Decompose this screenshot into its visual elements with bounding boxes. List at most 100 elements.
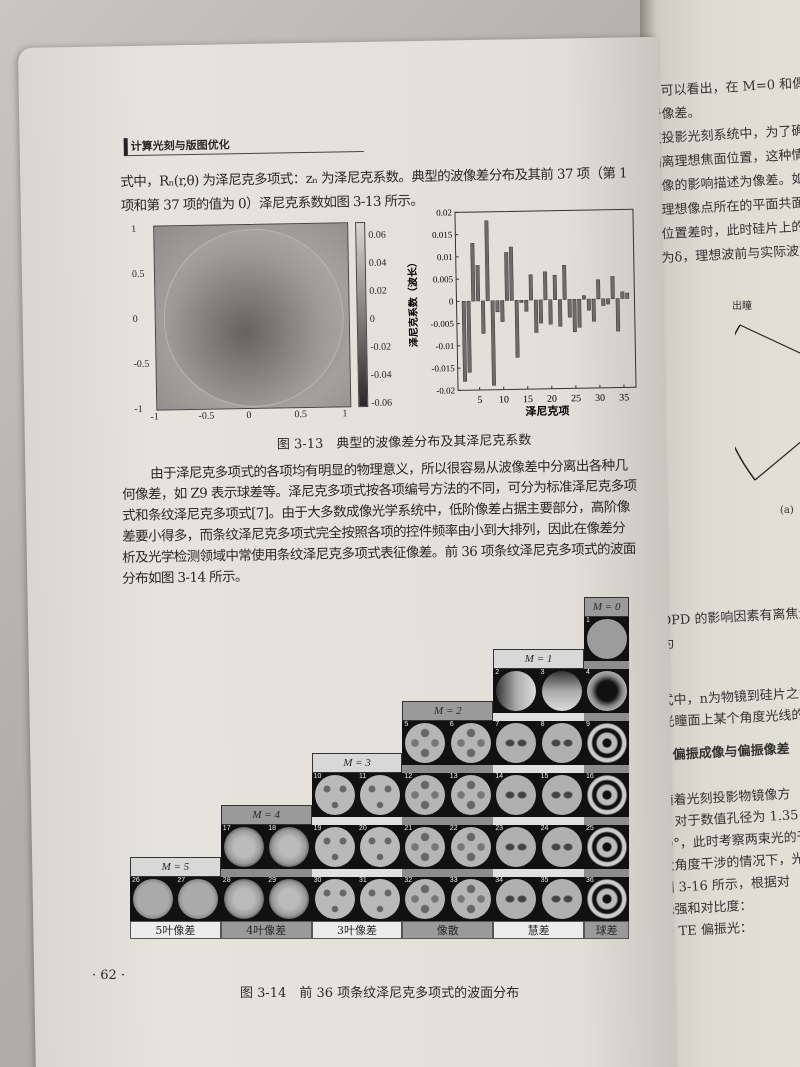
x-tick-label: 0: [246, 409, 252, 422]
term-number: 15: [540, 773, 549, 780]
bar-32: [606, 298, 611, 305]
term-number: 36: [586, 877, 594, 884]
bar-12: [508, 246, 514, 301]
zernike-term-14: 14: [493, 773, 539, 817]
bar-18: [538, 299, 544, 324]
y-tick-label: 0: [132, 313, 138, 326]
group-strip: [402, 765, 448, 774]
wavefront-pattern: [541, 827, 582, 867]
m-header: M = 0: [584, 597, 630, 617]
page-number: · 62 ·: [92, 968, 126, 983]
wavefront-pattern: [269, 879, 310, 919]
wavefront-pattern: [314, 879, 355, 919]
wavefront-pattern: [496, 671, 537, 711]
bar-20: [548, 299, 553, 325]
bar-13: [514, 300, 520, 358]
wavefront-pattern: [541, 723, 582, 763]
x-tick-label: 20: [547, 394, 557, 405]
bar-30: [596, 279, 601, 300]
group-strip: [538, 765, 584, 774]
wavefront-pattern: [360, 827, 400, 867]
zernike-term-2: 2: [493, 669, 539, 713]
figure-3-14-caption: 图 3-14 前 36 项条纹泽尼克多项式的波面分布: [240, 986, 520, 1001]
exit-pupil-diagram: [735, 324, 800, 481]
bar-29: [591, 298, 596, 322]
group-strip: [538, 713, 584, 722]
x-tick-label: 30: [595, 393, 605, 404]
group-strip: [493, 765, 539, 774]
zernike-term-28: 28: [220, 877, 267, 921]
colorbar-tick-label: 0: [369, 313, 375, 325]
zernike-term-20: 20: [357, 825, 403, 869]
colorbar-tick-label: -0.02: [370, 341, 392, 353]
group-strip: [357, 869, 403, 878]
term-number: 18: [268, 825, 276, 832]
zernike-term-29: 29: [266, 877, 312, 921]
bar-23: [562, 264, 567, 300]
group-strip: [447, 817, 494, 826]
wavefront-pattern: [314, 775, 355, 815]
group-strip: [584, 661, 630, 670]
colorbar-tick-label: 0.04: [368, 257, 387, 269]
term-number: 20: [359, 825, 367, 832]
zernike-term-3: 3: [538, 669, 584, 713]
term-number: 27: [177, 877, 186, 884]
wavefront-map: [153, 222, 352, 411]
group-strip: [493, 817, 539, 826]
m-header: M = 2: [402, 701, 494, 721]
zernike-term-21: 21: [402, 825, 448, 869]
bar-34: [615, 298, 621, 332]
group-strip: [538, 869, 584, 878]
wavefront-pattern: [450, 879, 491, 919]
y-tick-label: 0.01: [437, 252, 453, 262]
bar-3: [466, 300, 472, 373]
y-tick-label: 0.015: [432, 230, 453, 240]
bar-7: [484, 220, 490, 302]
bar-26: [577, 298, 582, 328]
colorbar: [355, 221, 369, 408]
group-strip: [447, 765, 494, 774]
y-tick-label: 0.02: [436, 207, 452, 217]
group-label: 慧差: [493, 921, 584, 939]
zernike-term-23: 23: [493, 825, 539, 869]
term-number: 17: [222, 825, 231, 832]
bar-17: [533, 299, 539, 333]
bar-19: [543, 271, 548, 301]
bar-22: [557, 299, 563, 327]
zernike-term-1: 1: [584, 617, 630, 661]
wavefront-pattern: [223, 879, 264, 919]
zernike-term-19: 19: [311, 825, 357, 869]
zernike-bar-chart: 0.02 0.015 0.01 0.005 0 -0.005 -0.01 -0.015 -0.0…: [406, 207, 637, 418]
group-strip: [584, 869, 630, 878]
group-strip: [584, 817, 630, 826]
x-tick-label: 0.5: [294, 409, 308, 421]
group-strip: [402, 869, 448, 878]
y-tick-label: -0.005: [431, 319, 455, 329]
figure-3-13-caption: 图 3-13 典型的波像差分布及其泽尼克系数: [276, 433, 532, 453]
zernike-term-27: 27: [175, 877, 221, 921]
term-number: 8: [540, 721, 545, 728]
zernike-term-7: 7: [493, 721, 539, 765]
m-header: M = 1: [493, 649, 584, 669]
group-label: 球差: [584, 921, 630, 939]
term-number: 24: [540, 825, 549, 832]
y-tick-label: 1: [131, 223, 137, 236]
y-tick-label: -0.5: [133, 358, 150, 371]
group-label: 4叶像差: [220, 921, 312, 939]
colorbar-tick-label: -0.06: [371, 397, 393, 409]
bar-8: [490, 300, 496, 386]
term-number: 19: [313, 825, 322, 832]
x-tick-label: 35: [619, 392, 629, 403]
bar-6: [481, 300, 486, 334]
colorbar-tick-label: -0.04: [370, 369, 392, 381]
bar-28: [586, 298, 591, 311]
wavefront-pattern: [541, 879, 582, 919]
group-strip: [584, 765, 630, 774]
term-number: 9: [586, 721, 590, 728]
text-line: 分布如图 3-14 所示。: [122, 568, 248, 587]
group-strip: [357, 817, 403, 826]
bar-36: [625, 292, 630, 299]
wavefront-pattern: [450, 775, 491, 815]
zernike-term-4: 4: [584, 669, 630, 713]
